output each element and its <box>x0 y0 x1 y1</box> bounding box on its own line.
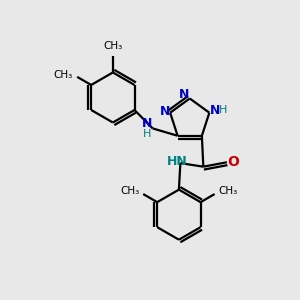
Text: CH₃: CH₃ <box>218 186 237 196</box>
Text: HN: HN <box>167 155 188 168</box>
Text: CH₃: CH₃ <box>53 70 73 80</box>
Text: O: O <box>227 155 239 169</box>
Text: N: N <box>179 88 190 101</box>
Text: CH₃: CH₃ <box>103 41 122 51</box>
Text: N: N <box>142 118 152 130</box>
Text: H: H <box>219 105 228 116</box>
Text: CH₃: CH₃ <box>120 186 140 196</box>
Text: N: N <box>209 104 220 117</box>
Text: N: N <box>160 105 170 118</box>
Text: H: H <box>142 129 151 139</box>
